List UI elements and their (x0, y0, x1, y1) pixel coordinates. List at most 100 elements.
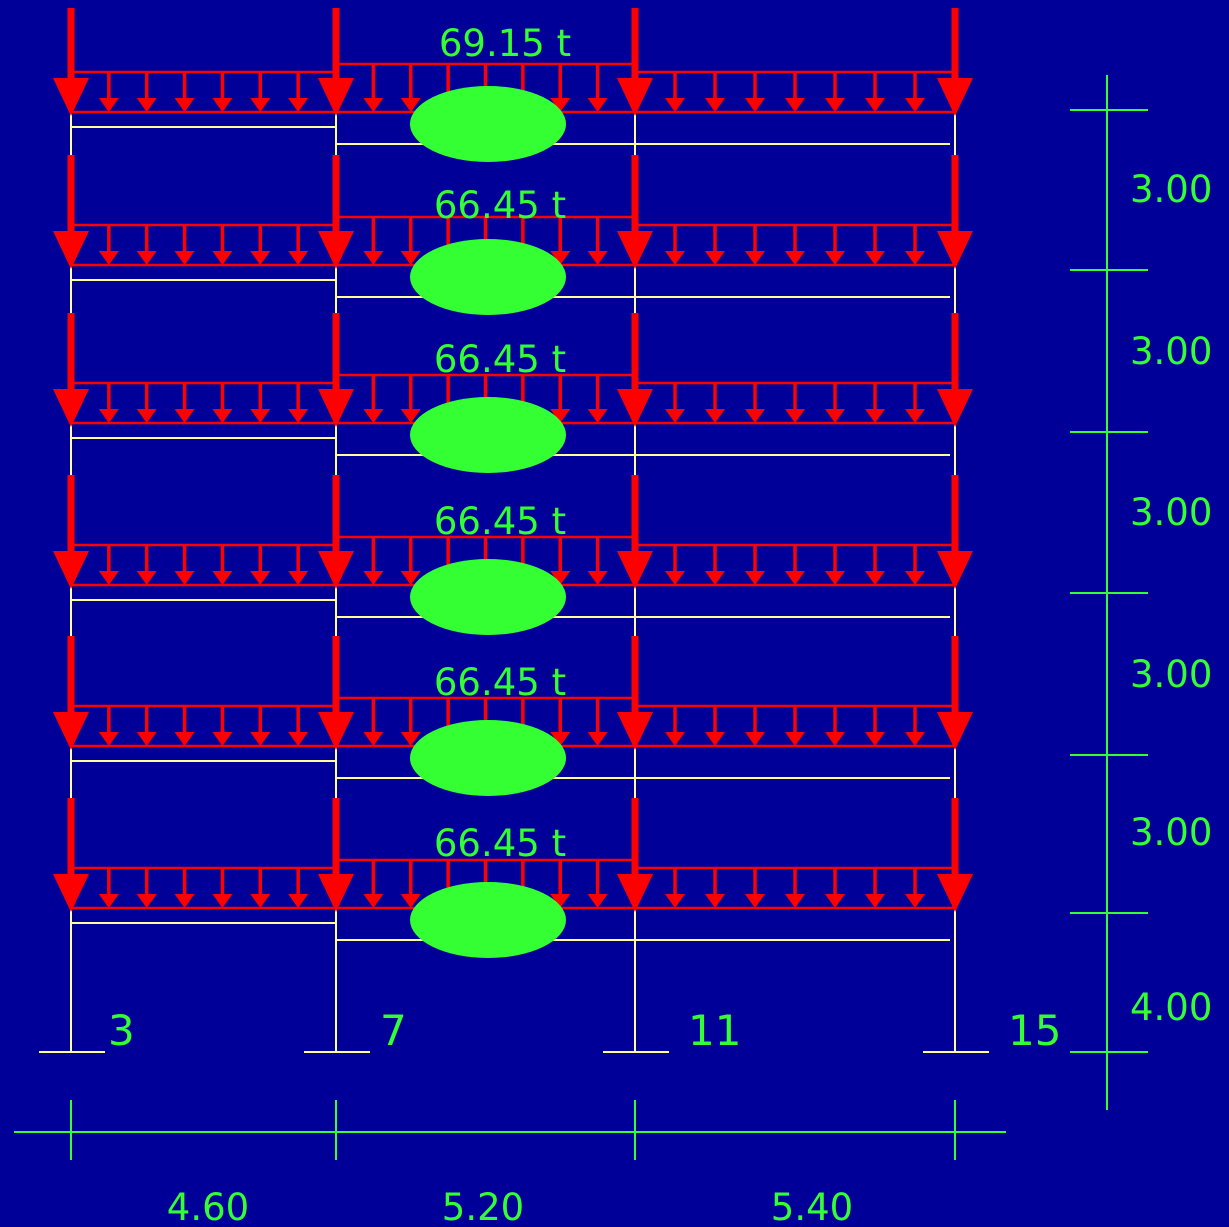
small-load-arrow-head (905, 98, 925, 112)
small-load-arrow-head (212, 98, 233, 112)
load-markers (410, 86, 566, 958)
floor-load-ellipse (410, 239, 566, 315)
small-load-arrow-head (550, 409, 571, 423)
small-load-arrow-head (865, 732, 885, 746)
point-load-arrow-head (53, 551, 89, 589)
small-load-arrow-head (288, 98, 309, 112)
floor-load-ellipse (410, 559, 566, 635)
small-load-arrow-head (745, 894, 765, 908)
small-load-arrow-head (212, 894, 233, 908)
small-load-arrow-head (745, 732, 765, 746)
small-load-arrow-head (665, 251, 685, 265)
small-load-arrow-head (136, 251, 157, 265)
small-load-arrow-head (745, 571, 765, 585)
small-load-arrow-head (785, 98, 805, 112)
small-load-arrow-head (865, 251, 885, 265)
story-height-label: 3.00 (1130, 330, 1212, 373)
small-load-arrow-head (250, 98, 271, 112)
small-load-arrow-head (825, 571, 845, 585)
small-load-arrow-head (98, 98, 119, 112)
point-load-arrow-head (53, 712, 89, 750)
bay-width-label: 4.60 (167, 1186, 249, 1227)
small-load-arrow-head (288, 894, 309, 908)
small-load-arrow-head (174, 409, 195, 423)
point-load-arrow-head (318, 78, 354, 116)
small-load-arrow-head (174, 732, 195, 746)
point-load-arrow-head (318, 231, 354, 269)
small-load-arrow-head (98, 251, 119, 265)
small-load-arrow-head (745, 98, 765, 112)
point-load-arrow-head (318, 389, 354, 427)
small-load-arrow-head (587, 894, 608, 908)
small-load-arrow-head (174, 251, 195, 265)
floor-load-ellipse (410, 882, 566, 958)
point-load-arrow-head (937, 551, 973, 589)
node-label: 7 (380, 1006, 407, 1055)
small-load-arrow-head (400, 894, 421, 908)
small-load-arrow-head (136, 98, 157, 112)
small-load-arrow-head (825, 251, 845, 265)
small-load-arrow-head (865, 98, 885, 112)
floor-load-ellipse (410, 86, 566, 162)
small-load-arrow-head (98, 409, 119, 423)
small-load-arrow-head (400, 251, 421, 265)
small-load-arrow-head (550, 571, 571, 585)
small-load-arrow-head (825, 409, 845, 423)
point-load-arrow-head (617, 78, 653, 116)
small-load-arrow-head (705, 894, 725, 908)
small-load-arrow-head (587, 732, 608, 746)
small-load-arrow-head (136, 894, 157, 908)
small-load-arrow-head (905, 409, 925, 423)
small-load-arrow-head (363, 251, 384, 265)
small-load-arrow-head (400, 98, 421, 112)
story-height-label: 3.00 (1130, 653, 1212, 696)
small-load-arrow-head (745, 251, 765, 265)
small-load-arrow-head (212, 409, 233, 423)
floor-load-ellipse (410, 720, 566, 796)
small-load-arrow-head (905, 571, 925, 585)
small-load-arrow-head (587, 571, 608, 585)
small-load-arrow-head (865, 894, 885, 908)
small-load-arrow-head (98, 571, 119, 585)
small-load-arrow-head (136, 732, 157, 746)
small-load-arrow-head (400, 571, 421, 585)
small-load-arrow-head (665, 732, 685, 746)
small-load-arrow-head (665, 894, 685, 908)
small-load-arrow-head (250, 571, 271, 585)
small-load-arrow-head (865, 571, 885, 585)
floor-load-label: 69.15 t (439, 22, 571, 65)
small-load-arrow-head (288, 732, 309, 746)
point-load-arrow-head (318, 874, 354, 912)
node-label: 15 (1008, 1006, 1061, 1055)
small-load-arrow-head (136, 409, 157, 423)
small-load-arrow-head (905, 894, 925, 908)
floor-load-ellipse (410, 397, 566, 473)
small-load-arrow-head (363, 894, 384, 908)
small-load-arrow-head (550, 894, 571, 908)
small-load-arrow-head (587, 98, 608, 112)
small-load-arrow-head (400, 409, 421, 423)
small-load-arrow-head (212, 251, 233, 265)
small-load-arrow-head (174, 571, 195, 585)
point-load-arrow-head (53, 231, 89, 269)
small-load-arrow-head (865, 409, 885, 423)
small-load-arrow-head (785, 732, 805, 746)
small-load-arrow-head (705, 409, 725, 423)
small-load-arrow-head (250, 732, 271, 746)
point-load-arrow-head (617, 712, 653, 750)
small-load-arrow-head (212, 732, 233, 746)
story-height-label: 4.00 (1130, 986, 1212, 1029)
small-load-arrow-head (785, 571, 805, 585)
floor-load-label: 66.45 t (434, 500, 566, 543)
small-load-arrow-head (174, 98, 195, 112)
node-label: 11 (688, 1006, 741, 1055)
small-load-arrow-head (825, 98, 845, 112)
point-load-arrow-head (53, 389, 89, 427)
small-load-arrow-head (363, 409, 384, 423)
small-load-arrow-head (705, 732, 725, 746)
small-load-arrow-head (587, 409, 608, 423)
small-load-arrow-head (587, 251, 608, 265)
point-load-arrow-head (318, 712, 354, 750)
small-load-arrow-head (665, 571, 685, 585)
